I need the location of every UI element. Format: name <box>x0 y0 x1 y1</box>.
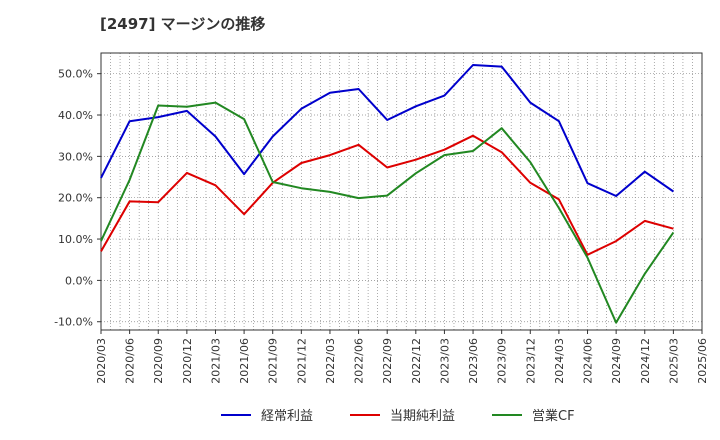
y-tick-label: -10.0% <box>54 316 93 329</box>
grid-lines <box>101 53 702 330</box>
series-line <box>100 101 675 324</box>
y-axis-ticks: -10.0% 0.0% 10.0% 20.0% 30.0% 40.0% 50.0% <box>54 68 101 329</box>
y-tick-label: 0.0% <box>65 274 93 287</box>
x-tick-label: 2020/06 <box>124 338 137 384</box>
x-tick-label: 2022/09 <box>381 338 394 384</box>
x-tick-label: 2024/12 <box>639 338 652 384</box>
x-tick-label: 2023/03 <box>438 338 451 384</box>
x-tick-label: 2020/12 <box>181 338 194 384</box>
x-tick-label: 2022/03 <box>324 338 337 384</box>
y-tick-label: 40.0% <box>58 109 93 122</box>
x-tick-label: 2023/12 <box>524 338 537 384</box>
series-line <box>100 134 674 256</box>
x-tick-label: 2020/03 <box>95 338 108 384</box>
x-tick-label: 2020/09 <box>152 338 165 384</box>
chart-title: [2497] マージンの推移 <box>100 15 265 33</box>
x-tick-label: 2024/06 <box>582 338 595 384</box>
x-tick-label: 2022/06 <box>353 338 366 384</box>
legend-label: 営業CF <box>532 408 575 424</box>
x-tick-label: 2021/12 <box>295 338 308 384</box>
x-tick-label: 2021/03 <box>209 338 222 384</box>
y-tick-label: 30.0% <box>58 150 93 163</box>
plot-frame <box>100 52 703 331</box>
legend-label: 経常利益 <box>261 409 313 424</box>
x-axis-ticks: 2020/03 2020/06 2020/09 2020/12 2021/03 2021/… <box>95 330 709 384</box>
legend-label: 当期純利益 <box>390 409 455 424</box>
series-line <box>100 64 674 197</box>
y-tick-label: 10.0% <box>58 233 93 246</box>
x-tick-label: 2024/03 <box>553 338 566 384</box>
x-tick-label: 2023/06 <box>467 338 480 384</box>
x-tick-label: 2022/12 <box>410 338 423 384</box>
x-tick-label: 2025/06 <box>696 338 709 384</box>
y-tick-label: 20.0% <box>58 192 93 205</box>
x-tick-label: 2021/09 <box>267 338 280 384</box>
legend: 経常利益 当期純利益 営業CF <box>221 408 575 424</box>
x-tick-label: 2023/09 <box>496 338 509 384</box>
x-tick-label: 2025/03 <box>667 338 680 384</box>
x-tick-label: 2021/06 <box>238 338 251 384</box>
y-tick-label: 50.0% <box>58 68 93 81</box>
series-lines <box>100 64 675 324</box>
x-tick-label: 2024/09 <box>610 338 623 384</box>
